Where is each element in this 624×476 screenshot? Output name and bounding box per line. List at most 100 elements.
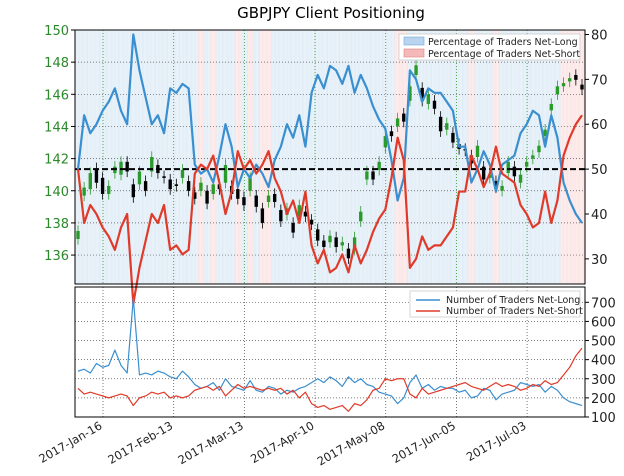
sentiment-band	[308, 30, 316, 284]
sentiment-band	[462, 30, 469, 284]
sentiment-band	[290, 30, 297, 284]
candle-body	[377, 161, 381, 170]
percent-tick-label: 70	[591, 73, 608, 88]
sentiment-band	[222, 30, 230, 284]
candle-body	[143, 181, 148, 191]
candle-body	[414, 65, 418, 76]
sentiment-band	[105, 30, 113, 284]
price-tick-label: 146	[44, 88, 69, 103]
net-short-percent-line	[76, 114, 583, 305]
sentiment-band	[357, 30, 365, 284]
sentiment-band	[541, 30, 549, 284]
candle-body	[365, 171, 369, 180]
candle-body	[395, 118, 400, 127]
date-label: 2017-Feb-13	[105, 418, 175, 466]
bottom-legend-box	[409, 290, 581, 318]
net-long-count-line	[77, 297, 583, 407]
candle-body	[125, 161, 129, 172]
candle-body	[531, 155, 535, 159]
percent-tick-label: 50	[591, 163, 608, 178]
candle-body	[297, 205, 301, 217]
price-tick-label: 148	[44, 56, 69, 71]
candle-body	[180, 169, 185, 178]
candle-body	[475, 145, 480, 157]
sentiment-band	[253, 30, 260, 284]
candle-body	[383, 136, 388, 148]
sentiment-band	[412, 30, 420, 284]
percent-tick-label: 40	[591, 208, 608, 223]
sentiment-band	[87, 30, 95, 284]
price-tick-label: 142	[44, 153, 69, 168]
long-count-legend-label: Number of Traders Net-Long	[446, 295, 580, 306]
sentiment-band	[548, 30, 555, 284]
candle-body	[340, 242, 344, 246]
candle-body	[346, 248, 351, 259]
candle-body	[309, 219, 314, 225]
candle-body	[359, 211, 363, 222]
sentiment-band	[419, 30, 426, 284]
sentiment-band	[345, 30, 353, 284]
candle-body	[236, 189, 240, 199]
bottom-panel-frame	[74, 286, 586, 418]
sentiment-band	[425, 30, 432, 284]
candle-body	[445, 123, 449, 130]
sentiment-band	[333, 30, 340, 284]
bottom-legend: Number of Traders Net-Long Number of Tra…	[409, 290, 583, 318]
date-label: 2017-Jan-16	[36, 418, 104, 465]
sentiment-band	[277, 30, 285, 284]
candle-body	[322, 240, 326, 248]
count-tick-label: 500	[591, 335, 616, 350]
sentiment-band	[228, 30, 236, 284]
sentiment-band	[449, 30, 457, 284]
percent-tick-label: 30	[591, 253, 608, 268]
sentiment-band	[161, 30, 168, 284]
sentiment-band	[406, 30, 414, 284]
candle-body	[303, 211, 308, 217]
candle-body	[211, 184, 215, 194]
candle-body	[272, 193, 277, 203]
date-label: 2017-Jul-03	[464, 418, 529, 463]
candle-body	[518, 174, 523, 183]
sentiment-band	[111, 30, 119, 284]
sentiment-band	[339, 30, 346, 284]
sentiment-band	[486, 30, 494, 284]
candle-body	[150, 157, 154, 172]
net-long-percent-line	[76, 33, 583, 224]
date-label: 2017-Jun-05	[390, 418, 458, 466]
sentiment-band	[234, 30, 242, 284]
top-legend: Percentage of Traders Net-Long Percentag…	[398, 33, 581, 61]
candle-body	[568, 78, 572, 82]
candle-body	[254, 195, 258, 207]
candle-body	[549, 103, 553, 111]
sentiment-band	[320, 30, 328, 284]
candle-body	[432, 100, 437, 109]
candle-body	[488, 174, 492, 178]
sentiment-band	[351, 30, 359, 284]
candle-body	[137, 171, 142, 185]
count-tick-label: 400	[591, 354, 616, 369]
sentiment-band	[492, 30, 500, 284]
candle-body	[205, 190, 209, 204]
sentiment-band	[154, 30, 162, 284]
sentiment-band	[480, 30, 488, 284]
sentiment-band	[81, 30, 88, 284]
sentiment-band	[363, 30, 371, 284]
candle-body	[574, 75, 578, 80]
candle-body	[291, 222, 295, 233]
sentiment-band	[283, 30, 291, 284]
candle-body	[389, 131, 394, 137]
date-label: 2017-May-08	[315, 418, 388, 468]
candle-body	[408, 86, 412, 101]
candle-body	[266, 195, 271, 203]
candle-body	[512, 166, 517, 177]
count-tick-label: 300	[591, 373, 616, 388]
sentiment-band	[455, 30, 463, 284]
price-tick-label: 136	[44, 249, 69, 264]
percent-tick-label: 60	[591, 118, 608, 133]
candle-body	[500, 185, 504, 191]
candle-body	[426, 94, 431, 104]
bottom-panel: 100 200 300 400 500 600 700 Number of Traders …	[74, 286, 616, 426]
chart-title: GBPJPY Client Positioning	[237, 4, 425, 22]
candle-body	[420, 87, 424, 101]
